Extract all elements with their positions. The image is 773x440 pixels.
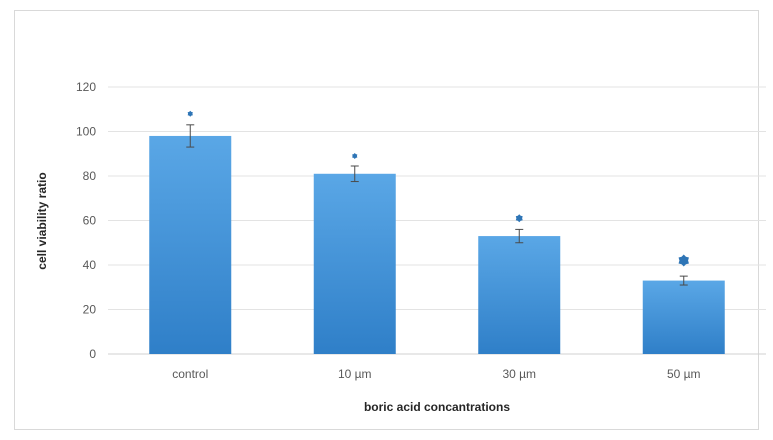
x-tick-label: control: [172, 367, 208, 381]
y-tick-label: 120: [76, 80, 96, 94]
y-tick-label: 80: [83, 169, 97, 183]
bars: [149, 135, 725, 354]
y-tick-label: 100: [76, 125, 96, 139]
y-tick-label: 0: [89, 347, 96, 361]
bar: [313, 173, 396, 354]
x-axis-ticks: control 10 µm 30 µm 50 µm: [172, 367, 700, 381]
error-bars: [186, 124, 688, 286]
x-axis-title: boric acid concantrations: [364, 400, 510, 414]
x-tick-label: 50 µm: [667, 367, 701, 381]
significance-marker: [187, 110, 193, 117]
bar: [149, 135, 232, 354]
y-axis-title: cell viability ratio: [35, 172, 49, 269]
significance-markers: [187, 110, 689, 267]
x-tick-label: 10 µm: [338, 367, 372, 381]
significance-marker: [515, 214, 523, 223]
x-tick-label: 30 µm: [502, 367, 536, 381]
y-tick-label: 20: [83, 303, 97, 317]
significance-marker: [352, 152, 358, 159]
y-tick-label: 60: [83, 214, 97, 228]
y-axis-ticks: 0 20 40 60 80 100 120: [76, 80, 96, 361]
bar: [642, 280, 725, 354]
y-tick-label: 40: [83, 258, 97, 272]
significance-marker: [678, 254, 689, 267]
bar: [478, 236, 561, 354]
